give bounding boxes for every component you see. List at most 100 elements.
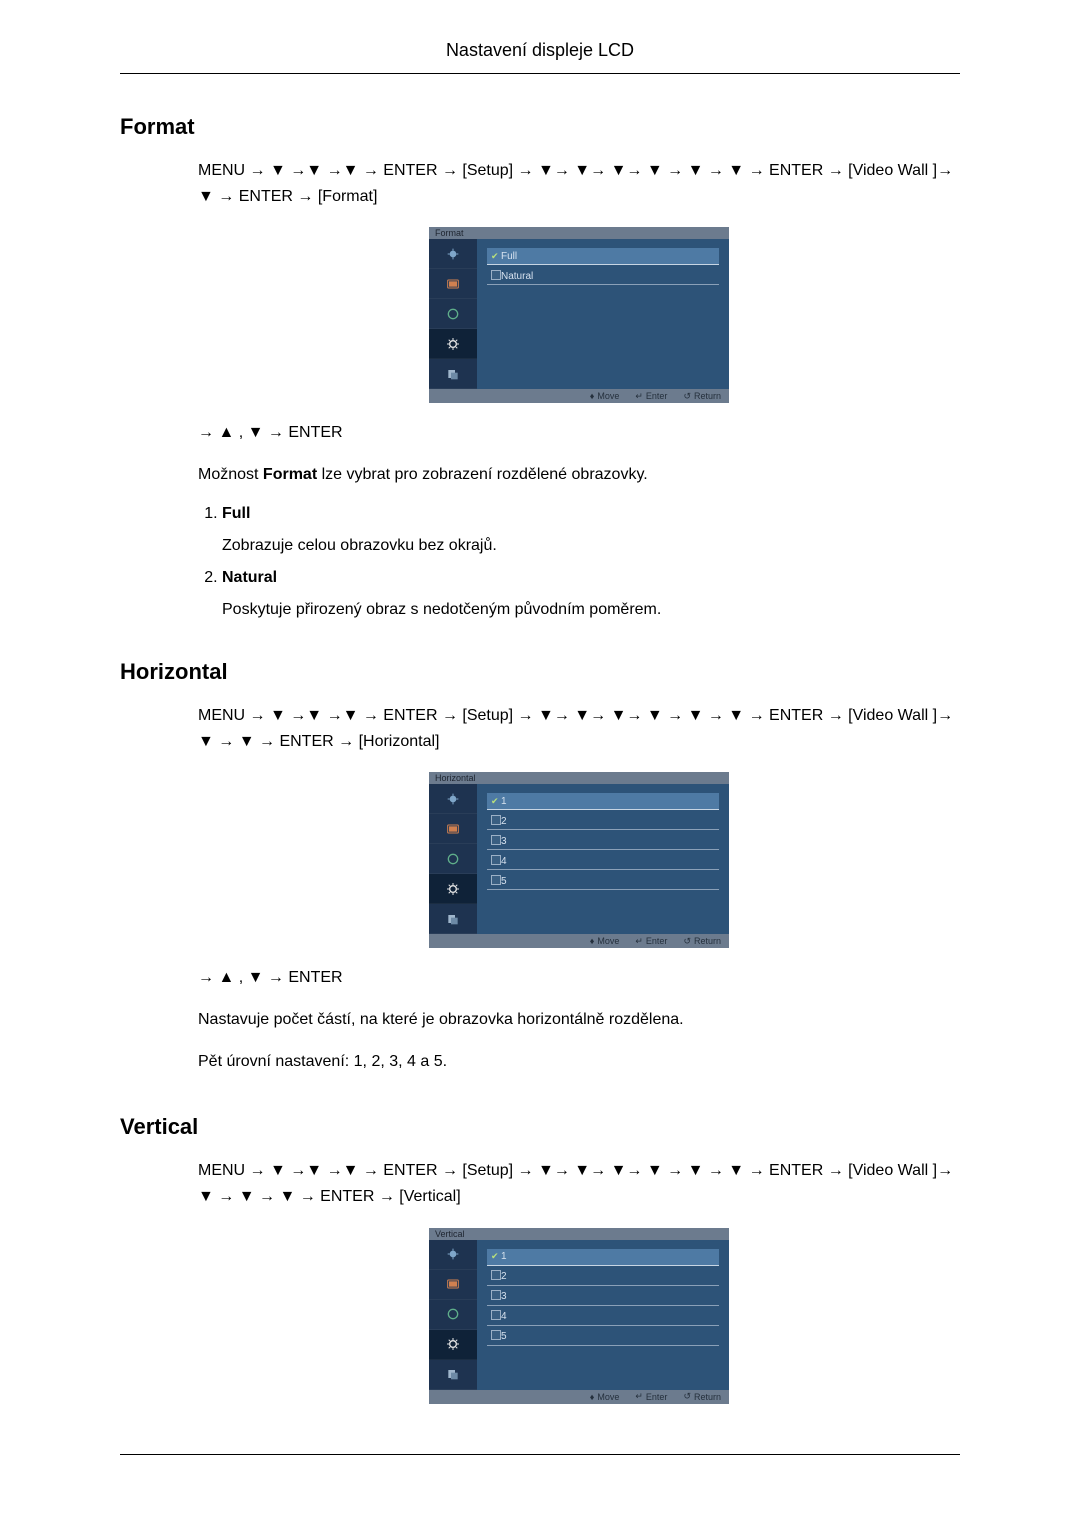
foot-enter: ↵Enter bbox=[635, 936, 667, 947]
osd-option[interactable]: ✔1 bbox=[487, 793, 719, 810]
osd-side-icon[interactable] bbox=[429, 269, 477, 299]
osd-footer: ♦Move ↵Enter ↺Return bbox=[429, 1390, 729, 1404]
bold-word: Format bbox=[263, 466, 317, 483]
osd-vertical-wrap: Vertical ✔1 2 3 4 5 ♦Move ↵Enter ↺Return bbox=[198, 1228, 960, 1404]
osd-side-icon[interactable] bbox=[429, 299, 477, 329]
format-item-text: Zobrazuje celou obrazovku bez okrajů. bbox=[222, 537, 497, 554]
osd-side-icon[interactable] bbox=[429, 1300, 477, 1330]
osd-option-label: 2 bbox=[501, 1271, 507, 1282]
desc-horizontal-2: Pět úrovní nastavení: 1, 2, 3, 4 a 5. bbox=[198, 1050, 960, 1074]
foot-return: ↺Return bbox=[683, 391, 721, 402]
foot-enter: ↵Enter bbox=[635, 1391, 667, 1402]
osd-option[interactable]: ✔Full bbox=[487, 248, 719, 265]
option-box bbox=[491, 1270, 501, 1283]
page-header: Nastavení displeje LCD bbox=[0, 40, 1080, 73]
format-item-title: Natural bbox=[222, 569, 960, 587]
format-item-natural: Natural Poskytuje přirozený obraz s nedo… bbox=[222, 569, 960, 619]
nav-path-vertical: MENU → ▼ →▼ →▼ → ENTER → [Setup] → ▼→ ▼→… bbox=[198, 1158, 960, 1209]
content: Format MENU → ▼ →▼ →▼ → ENTER → [Setup] … bbox=[0, 114, 1080, 1404]
osd-title: Vertical bbox=[429, 1228, 729, 1240]
osd-side-icon[interactable] bbox=[429, 1330, 477, 1360]
osd-option-label: 4 bbox=[501, 856, 507, 867]
option-box bbox=[491, 1330, 501, 1343]
page: Nastavení displeje LCD Format MENU → ▼ →… bbox=[0, 0, 1080, 1495]
osd-option-label: 3 bbox=[501, 1291, 507, 1302]
osd-side-icon[interactable] bbox=[429, 844, 477, 874]
osd-side-icon[interactable] bbox=[429, 329, 477, 359]
check-icon: ✔ bbox=[491, 1251, 501, 1262]
osd-sidebar bbox=[429, 784, 477, 934]
osd-side-icon[interactable] bbox=[429, 359, 477, 389]
osd-option[interactable]: ✔1 bbox=[487, 1249, 719, 1266]
option-box bbox=[491, 855, 501, 868]
post-nav-format: → ▲ , ▼ → ENTER bbox=[198, 421, 960, 445]
osd-option[interactable]: 5 bbox=[487, 873, 719, 890]
section-body-vertical: MENU → ▼ →▼ →▼ → ENTER → [Setup] → ▼→ ▼→… bbox=[198, 1158, 960, 1403]
osd-option-label: Full bbox=[501, 251, 517, 262]
check-icon: ✔ bbox=[491, 251, 501, 262]
check-icon: ✔ bbox=[491, 796, 501, 807]
desc-horizontal-1: Nastavuje počet částí, na které je obraz… bbox=[198, 1008, 960, 1032]
osd-body: ✔Full Natural bbox=[429, 239, 729, 389]
osd-option[interactable]: 3 bbox=[487, 1289, 719, 1306]
option-box bbox=[491, 1290, 501, 1303]
osd-body: ✔1 2 3 4 5 bbox=[429, 784, 729, 934]
osd-option[interactable]: 4 bbox=[487, 1309, 719, 1326]
section-body-format: MENU → ▼ →▼ →▼ → ENTER → [Setup] → ▼→ ▼→… bbox=[198, 158, 960, 619]
osd-title: Horizontal bbox=[429, 772, 729, 784]
osd-body: ✔1 2 3 4 5 bbox=[429, 1240, 729, 1390]
nav-path-format: MENU → ▼ →▼ →▼ → ENTER → [Setup] → ▼→ ▼→… bbox=[198, 158, 960, 209]
osd-option[interactable]: 2 bbox=[487, 1269, 719, 1286]
osd-format-wrap: Format ✔Full Natural ♦Move ↵Enter ↺Return bbox=[198, 227, 960, 403]
osd-horizontal-wrap: Horizontal✔12345♦Move↵Enter↺Return bbox=[198, 772, 960, 948]
osd-vertical: Vertical ✔1 2 3 4 5 ♦Move ↵Enter ↺Return bbox=[429, 1228, 729, 1404]
section-title-format: Format bbox=[120, 114, 960, 140]
option-box bbox=[491, 270, 501, 283]
osd-option[interactable]: Natural bbox=[487, 268, 719, 285]
option-box bbox=[491, 835, 501, 848]
format-item-full: Full Zobrazuje celou obrazovku bez okraj… bbox=[222, 505, 960, 555]
desc-format: Možnost Format lze vybrat pro zobrazení … bbox=[198, 463, 960, 487]
osd-main: ✔Full Natural bbox=[477, 239, 729, 389]
osd-side-icon[interactable] bbox=[429, 1270, 477, 1300]
osd-side-icon[interactable] bbox=[429, 874, 477, 904]
osd-title: Format bbox=[429, 227, 729, 239]
osd-option[interactable]: 4 bbox=[487, 853, 719, 870]
foot-move: ♦Move bbox=[590, 1392, 620, 1402]
option-box bbox=[491, 875, 501, 888]
osd-side-icon[interactable] bbox=[429, 239, 477, 269]
foot-enter: ↵Enter bbox=[635, 391, 667, 402]
osd-option-label: 5 bbox=[501, 1331, 507, 1342]
osd-option-label: 2 bbox=[501, 816, 507, 827]
post-nav-horizontal: → ▲ , ▼ → ENTER bbox=[198, 966, 960, 990]
footer-rule bbox=[120, 1454, 960, 1455]
osd-option[interactable]: 2 bbox=[487, 813, 719, 830]
osd-option-label: Natural bbox=[501, 271, 533, 282]
osd-option-label: 5 bbox=[501, 876, 507, 887]
option-box bbox=[491, 1310, 501, 1323]
osd-horizontal: Horizontal✔12345♦Move↵Enter↺Return bbox=[429, 772, 729, 948]
osd-option[interactable]: 3 bbox=[487, 833, 719, 850]
osd-option-label: 1 bbox=[501, 1251, 507, 1262]
osd-side-icon[interactable] bbox=[429, 1360, 477, 1390]
osd-option-label: 1 bbox=[501, 796, 507, 807]
foot-return: ↺Return bbox=[683, 936, 721, 947]
osd-main: ✔1 2 3 4 5 bbox=[477, 784, 729, 934]
osd-sidebar bbox=[429, 1240, 477, 1390]
osd-option[interactable]: 5 bbox=[487, 1329, 719, 1346]
osd-footer: ♦Move↵Enter↺Return bbox=[429, 934, 729, 948]
foot-move: ♦Move bbox=[590, 391, 620, 401]
osd-option-label: 4 bbox=[501, 1311, 507, 1322]
option-box bbox=[491, 815, 501, 828]
header-rule bbox=[120, 73, 960, 74]
format-list: Full Zobrazuje celou obrazovku bez okraj… bbox=[198, 505, 960, 619]
osd-footer: ♦Move ↵Enter ↺Return bbox=[429, 389, 729, 403]
osd-side-icon[interactable] bbox=[429, 814, 477, 844]
osd-side-icon[interactable] bbox=[429, 784, 477, 814]
section-body-horizontal: MENU → ▼ →▼ →▼ → ENTER → [Setup] → ▼→ ▼→… bbox=[198, 703, 960, 1074]
osd-side-icon[interactable] bbox=[429, 1240, 477, 1270]
foot-return: ↺Return bbox=[683, 1391, 721, 1402]
osd-side-icon[interactable] bbox=[429, 904, 477, 934]
section-title-horizontal: Horizontal bbox=[120, 659, 960, 685]
osd-option-label: 3 bbox=[501, 836, 507, 847]
